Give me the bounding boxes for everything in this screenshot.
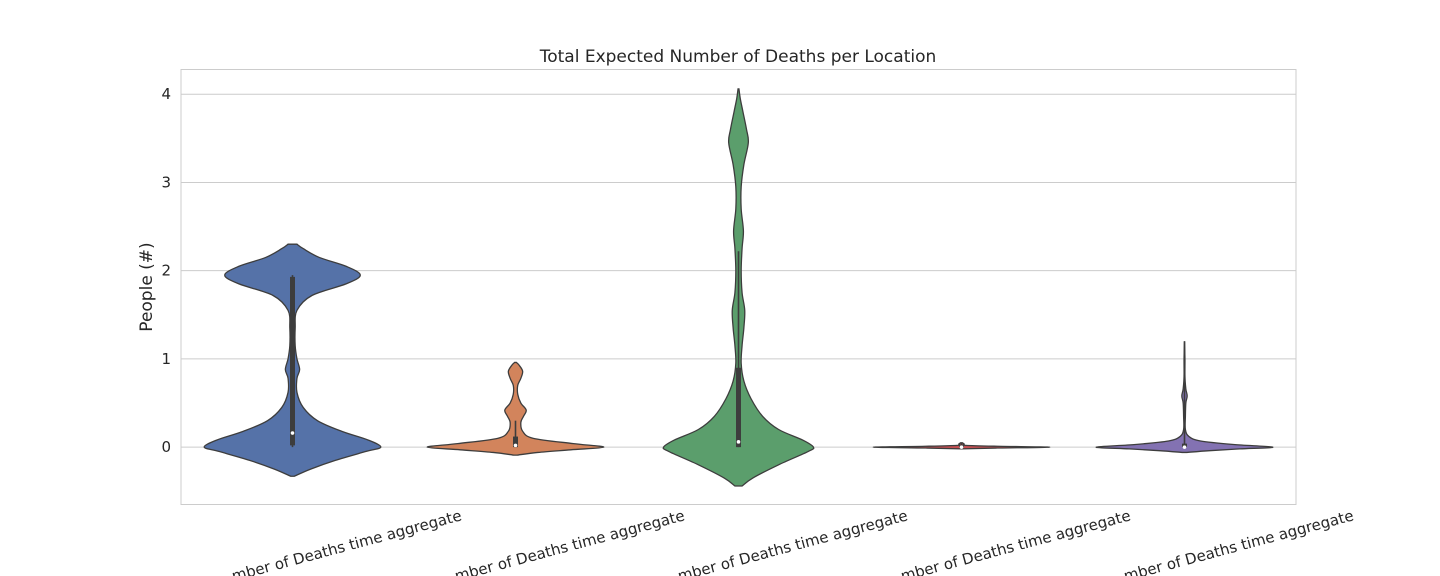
x-tick-label: ...mber of Deaths time aggregate bbox=[216, 506, 464, 576]
violin-2 bbox=[426, 361, 605, 456]
x-tick-label: ...mber of Deaths time aggregate bbox=[439, 506, 687, 576]
y-axis-label: People (#) bbox=[137, 242, 157, 331]
y-tick-label: 0 bbox=[161, 438, 171, 456]
violin-4 bbox=[872, 442, 1051, 450]
y-tick-label: 1 bbox=[161, 350, 171, 368]
violin-median bbox=[290, 431, 295, 435]
violin-3 bbox=[662, 88, 815, 487]
y-ticks: 0 1 2 3 4 bbox=[161, 85, 171, 456]
violin-median bbox=[513, 443, 518, 448]
x-ticks: ...mber of Deaths time aggregate...mber … bbox=[216, 506, 1356, 576]
plot-frame bbox=[180, 69, 1297, 505]
chart-title: Total Expected Number of Deaths per Loca… bbox=[539, 47, 937, 67]
x-tick-label: ...mber of Deaths time aggregate bbox=[662, 506, 910, 576]
violin-body bbox=[426, 361, 605, 456]
x-tick-label: ...mber of Deaths time aggregate bbox=[1108, 506, 1356, 576]
violin-median bbox=[1182, 445, 1187, 449]
y-tick-label: 4 bbox=[161, 85, 171, 103]
x-tick-label: ...mber of Deaths time aggregate bbox=[885, 506, 1133, 576]
violin-5 bbox=[1095, 341, 1274, 454]
violin-1 bbox=[203, 243, 382, 477]
violins bbox=[203, 88, 1274, 487]
y-tick-label: 3 bbox=[161, 173, 171, 191]
violin-median bbox=[736, 440, 741, 444]
violin-median bbox=[959, 445, 964, 449]
y-tick-label: 2 bbox=[161, 262, 171, 280]
